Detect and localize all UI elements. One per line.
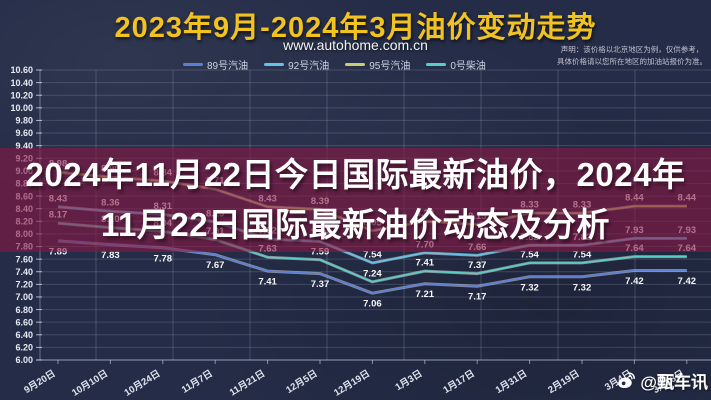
y-axis-label: 6.00 <box>15 355 33 365</box>
y-axis-label: 9.40 <box>15 141 33 151</box>
source-url: www.autohome.com.cn <box>283 37 428 53</box>
watermark: @甄车讯 <box>616 368 708 393</box>
x-axis-label: 10月24日 <box>123 368 163 399</box>
data-label: 7.54 <box>363 249 382 260</box>
price-disclaimer: 声明：该价格以北京地区为例，仅供参考， 具体价格请以您所在地区的加油站报价为准。 <box>556 44 708 67</box>
y-axis-label: 10.00 <box>10 103 33 113</box>
data-label: 7.42 <box>625 276 644 287</box>
data-label: 7.32 <box>520 282 539 293</box>
x-axis-label: 10月10日 <box>70 368 110 399</box>
x-axis-label: 11月21日 <box>228 368 267 398</box>
y-axis-label: 9.60 <box>15 128 33 138</box>
y-axis-label: 6.40 <box>15 330 33 340</box>
legend-label: 95号汽油 <box>369 61 411 72</box>
data-label: 7.37 <box>468 260 487 271</box>
legend-item-3: 0号柴油 <box>426 57 486 72</box>
data-label: 7.41 <box>416 258 435 269</box>
y-axis-label: 10.60 <box>10 65 33 75</box>
chart-legend: 89号汽油 92号汽油 95号汽油 0号柴油 <box>183 57 486 72</box>
y-axis-label: 7.40 <box>15 267 33 277</box>
data-label: 7.78 <box>154 253 173 264</box>
y-axis-label: 10.40 <box>10 78 33 88</box>
y-axis-label: 7.20 <box>15 280 33 290</box>
y-axis-label: 6.20 <box>15 343 33 353</box>
y-axis-label: 7.60 <box>15 254 33 264</box>
weibo-icon <box>616 370 637 391</box>
legend-label: 92号汽油 <box>288 61 330 72</box>
y-axis-label: 6.60 <box>15 317 33 327</box>
y-axis-label: 7.00 <box>15 292 33 302</box>
data-label: 7.24 <box>363 268 382 279</box>
data-label: 7.41 <box>258 277 277 288</box>
x-axis-label: 1月31日 <box>494 368 529 396</box>
data-label: 7.54 <box>573 249 592 260</box>
x-axis-label: 9月20日 <box>22 368 57 396</box>
headline-line-2: 11月22日国际最新油价动态及分析 <box>100 206 611 243</box>
legend-item-2: 95号汽油 <box>345 57 410 72</box>
page-title: 2023年9月-2024年3月油价变动走势 <box>114 12 597 44</box>
y-axis-label: 9.80 <box>15 116 33 126</box>
legend-swatch-icon <box>183 63 203 66</box>
x-axis-label: 1月17日 <box>441 368 476 396</box>
x-axis-label: 12月19日 <box>332 368 372 399</box>
disclaimer-line-2: 具体价格请以您所在地区的加油站报价为准。 <box>557 56 707 66</box>
watermark-text: @甄车讯 <box>640 373 708 392</box>
data-label: 7.17 <box>468 292 487 303</box>
x-axis-label: 1月3日 <box>393 368 424 393</box>
data-label: 7.83 <box>101 250 120 261</box>
headline-line-1: 2024年11月22日今日国际最新油价，2024年 <box>25 156 686 193</box>
legend-swatch-icon <box>426 63 447 66</box>
x-axis-label: 11月7日 <box>180 368 215 396</box>
legend-label: 0号柴油 <box>450 61 486 72</box>
legend-item-0: 89号汽油 <box>183 57 248 72</box>
data-label: 7.32 <box>573 282 592 293</box>
data-label: 7.54 <box>520 249 539 260</box>
headline-banner: 2024年11月22日今日国际最新油价，2024年 11月22日国际最新油价动态… <box>0 148 711 252</box>
y-axis-label: 6.80 <box>15 305 33 315</box>
data-label: 7.67 <box>206 260 225 271</box>
data-label: 7.37 <box>311 279 330 290</box>
y-axis-label: 10.20 <box>10 90 33 100</box>
x-axis-label: 12月5日 <box>284 368 319 396</box>
legend-label: 89号汽油 <box>207 61 249 72</box>
x-axis-label: 2月19日 <box>546 368 581 396</box>
disclaimer-line-1: 声明：该价格以北京地区为例，仅供参考， <box>560 45 704 54</box>
legend-swatch-icon <box>345 63 366 66</box>
legend-swatch-icon <box>264 63 285 66</box>
data-label: 7.06 <box>363 299 382 310</box>
legend-item-1: 92号汽油 <box>264 57 329 72</box>
data-label: 7.21 <box>416 289 435 300</box>
data-label: 7.42 <box>678 276 697 287</box>
